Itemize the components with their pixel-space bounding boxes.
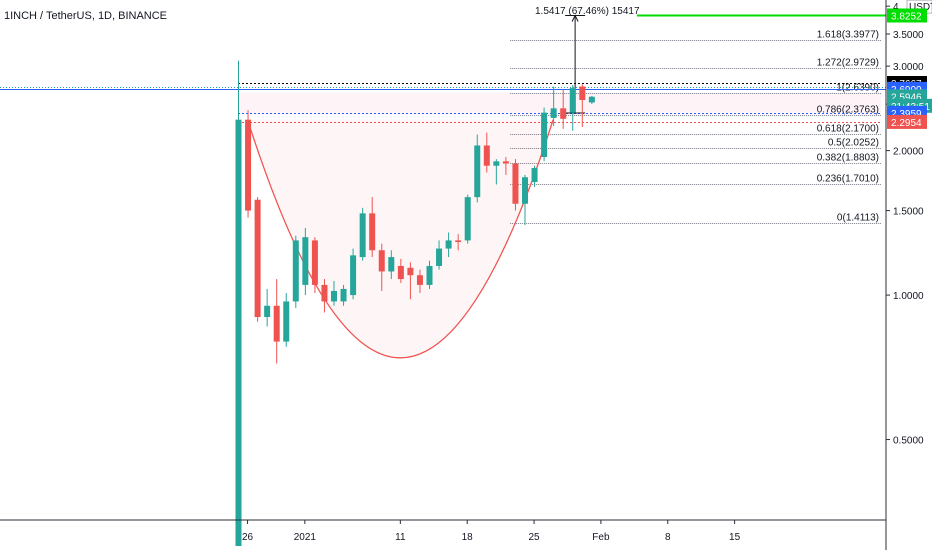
candle-body[interactable]: [541, 112, 548, 157]
chart-title: 1INCH / TetherUS, 1D, BINANCE: [4, 10, 168, 22]
x-tick-label: 26: [242, 532, 254, 543]
candle-body[interactable]: [264, 305, 271, 318]
fib-level-label: 0.786(2.3763): [817, 105, 879, 116]
measure-arrowhead: [571, 14, 579, 22]
candle-body[interactable]: [369, 213, 376, 251]
candle-body[interactable]: [502, 161, 509, 164]
candle-body[interactable]: [416, 275, 423, 285]
candle-body[interactable]: [493, 161, 500, 166]
candle-body[interactable]: [483, 145, 490, 166]
candle-body[interactable]: [512, 163, 519, 204]
unit-label: USDT: [909, 2, 932, 13]
candle-body[interactable]: [378, 250, 385, 272]
candle-body[interactable]: [569, 88, 576, 113]
candle-body[interactable]: [340, 288, 347, 302]
candle-body[interactable]: [397, 265, 404, 280]
fib-level-label: 1(2.6390): [836, 83, 879, 94]
highlight-zone: [238, 92, 881, 115]
candle-body[interactable]: [350, 255, 357, 296]
candle-body[interactable]: [359, 213, 366, 258]
fib-level-label: 0(1.4113): [837, 213, 879, 224]
candle-body[interactable]: [235, 119, 242, 547]
fib-level-label: 1.272(2.9729): [817, 58, 879, 69]
candle-body[interactable]: [436, 248, 443, 266]
candle-body[interactable]: [254, 199, 261, 318]
candle-body[interactable]: [407, 267, 414, 276]
y-tick-label: 1.0000: [893, 291, 924, 302]
x-tick-label: 11: [395, 532, 406, 543]
candle-body[interactable]: [245, 119, 252, 211]
cup-shading: [247, 119, 554, 358]
y-tick-label: 0.5000: [893, 436, 924, 447]
candle-body[interactable]: [455, 240, 462, 243]
candle-body[interactable]: [321, 284, 328, 302]
candle-body[interactable]: [522, 177, 528, 204]
candle-body[interactable]: [388, 257, 395, 272]
y-tick-label: 3.5000: [893, 30, 924, 41]
price-tag[interactable]: [887, 8, 927, 23]
y-tick-label: 2.0000: [893, 147, 924, 158]
x-tick-label: 15: [729, 532, 741, 543]
price-tag-label: 2.3959: [891, 109, 922, 120]
y-tick-label: 1.5000: [893, 207, 924, 218]
x-tick-label: Feb: [592, 532, 610, 543]
candle-body[interactable]: [311, 240, 318, 285]
fib-level-label: 0.236(1.7010): [817, 174, 879, 185]
measure-label: 1.5417 (67.46%) 15417: [535, 6, 640, 17]
candle-body[interactable]: [292, 240, 299, 302]
candle-body[interactable]: [331, 290, 337, 302]
candle-body[interactable]: [464, 197, 471, 241]
fib-level-label: 0.618(2.1700): [817, 124, 879, 135]
x-tick-label: 2021: [294, 532, 317, 543]
x-tick-label: 18: [462, 532, 474, 543]
fib-level-label: 0.5(2.0252): [828, 138, 879, 149]
price-tag-label: 3.8252: [891, 11, 922, 22]
x-tick-label: 8: [665, 532, 671, 543]
candle-body[interactable]: [302, 237, 309, 285]
candle-body[interactable]: [426, 265, 433, 285]
candle-body[interactable]: [579, 86, 586, 100]
price-tag-label: 2.2954: [891, 118, 922, 129]
price-tag[interactable]: [887, 114, 927, 129]
candle-body[interactable]: [474, 145, 481, 198]
fib-level-label: 0.382(1.8803): [817, 153, 879, 164]
y-tick-label: 3.0000: [893, 62, 924, 73]
cup-arc: [246, 119, 554, 359]
candle-body[interactable]: [283, 301, 290, 342]
candle-body[interactable]: [445, 240, 452, 249]
y-tick-label: 4: [893, 2, 899, 13]
x-tick-label: 25: [528, 532, 540, 543]
price-tag-label: 2.5946: [891, 92, 922, 103]
candle-body[interactable]: [531, 168, 538, 183]
fib-level-label: 1.618(3.3977): [817, 30, 879, 41]
candle-body[interactable]: [560, 108, 567, 119]
candle-body[interactable]: [550, 108, 557, 118]
candle-body[interactable]: [273, 305, 280, 342]
candle-body[interactable]: [588, 96, 595, 103]
